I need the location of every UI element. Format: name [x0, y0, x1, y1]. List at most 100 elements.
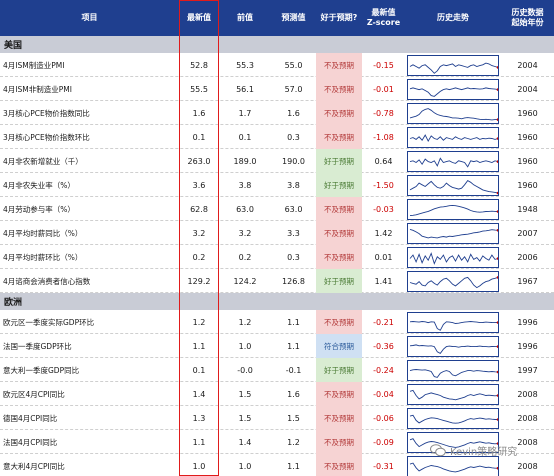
- cell-latest: 1.1: [192, 437, 206, 447]
- sparkline-chart: [407, 270, 499, 292]
- header-beat: 好于预期?: [320, 13, 358, 22]
- cell-name: 意大利一季度GDP同比: [3, 365, 80, 375]
- cell-z: -1.50: [373, 180, 394, 190]
- cell-z: 0.64: [374, 156, 393, 166]
- sparkline-line: [409, 179, 498, 193]
- sparkline-line: [409, 228, 498, 238]
- watermark: Kevin策略研究: [430, 443, 517, 458]
- sparkline-latest-point: [496, 191, 498, 194]
- cell-forecast: 0.3: [287, 252, 300, 262]
- sparkline-line: [409, 133, 498, 142]
- header-history: 历史走势: [437, 13, 469, 22]
- cell-judge: 不及预期: [316, 430, 362, 454]
- header-forecast: 预测值: [281, 13, 306, 22]
- sparkline-chart: [407, 246, 499, 268]
- sparkline-latest-point: [496, 87, 498, 91]
- sparkline-line: [409, 462, 498, 472]
- cell-z: -0.03: [373, 204, 394, 214]
- table-row: 4月谘商会消费者信心指数 129.2 124.2 126.8 好于预期 1.41 1967: [0, 269, 554, 293]
- sparkline-latest-point: [496, 417, 498, 421]
- cell-latest: 1.0: [192, 461, 206, 471]
- table-row: 3月核心PCE物价指数环比 0.1 0.1 0.3 不及预期 -1.08 1960: [0, 125, 554, 149]
- cell-forecast: 0.3: [287, 132, 300, 142]
- cell-judge: 不及预期: [316, 53, 362, 77]
- cell-judge: 好于预期: [316, 149, 362, 173]
- sparkline-line: [409, 343, 498, 354]
- cell-latest: 263.0: [187, 156, 211, 166]
- cell-previous: 56.1: [236, 84, 254, 94]
- cell-z: -0.15: [373, 60, 394, 70]
- cell-previous: 1.2: [238, 317, 252, 327]
- cell-since: 1997: [517, 365, 538, 375]
- cell-z: -1.08: [373, 132, 394, 142]
- sparkline-chart: [407, 311, 499, 333]
- cell-name: 3月核心PCE物价指数环比: [3, 132, 90, 142]
- sparkline-chart: [407, 383, 499, 405]
- cell-z: -0.09: [373, 437, 394, 447]
- sparkline-chart: [407, 78, 499, 100]
- sparkline-latest-point: [496, 370, 498, 373]
- cell-previous: 3.8: [238, 180, 252, 190]
- history-sparkline: [405, 430, 501, 454]
- sparkline-line: [409, 320, 498, 331]
- sparkline-latest-point: [496, 393, 498, 397]
- sparkline-chart: [407, 54, 499, 76]
- cell-previous: 3.2: [238, 228, 252, 238]
- cell-name: 4月谘商会消费者信心指数: [3, 276, 91, 286]
- cell-judge: 不及预期: [316, 101, 362, 125]
- cell-latest: 1.3: [192, 413, 206, 423]
- cell-judge: 符合预期: [316, 334, 362, 358]
- cell-latest: 3.6: [192, 180, 206, 190]
- sparkline-chart: [407, 359, 499, 381]
- table-row: 4月平均时薪环比（%） 0.2 0.2 0.3 不及预期 0.01 2006: [0, 245, 554, 269]
- table-row: 4月非农失业率（%） 3.6 3.8 3.8 好于预期 -1.50 1960: [0, 173, 554, 197]
- cell-since: 2006: [517, 252, 538, 262]
- cell-name: 法国4月CPI同比: [3, 437, 58, 447]
- sparkline-latest-point: [496, 320, 498, 324]
- cell-since: 2008: [517, 437, 538, 447]
- cell-previous: 1.4: [238, 437, 252, 447]
- table-row: 4月平均时薪同比（%） 3.2 3.2 3.3 不及预期 1.42 2007: [0, 221, 554, 245]
- sparkline-line: [409, 276, 498, 288]
- cell-name: 3月核心PCE物价指数同比: [3, 108, 90, 118]
- cell-z: -0.36: [373, 341, 394, 351]
- cell-forecast: 1.2: [287, 437, 300, 447]
- cell-name: 4月ISM制造业PMI: [3, 60, 65, 70]
- cell-since: 1960: [517, 108, 538, 118]
- cell-latest: 0.1: [192, 132, 206, 142]
- cell-judge: 好于预期: [316, 173, 362, 197]
- cell-name: 欧元区4月CPI同比: [3, 389, 65, 399]
- sparkline-chart: [407, 335, 499, 357]
- cell-z: 1.42: [374, 228, 393, 238]
- cell-z: -0.31: [373, 461, 394, 471]
- sparkline-latest-point: [496, 136, 498, 140]
- history-sparkline: [405, 221, 501, 245]
- sparkline-latest-point: [496, 117, 498, 121]
- cell-z: -0.21: [373, 317, 394, 327]
- cell-latest: 52.8: [190, 60, 208, 70]
- sparkline-chart: [407, 102, 499, 124]
- sparkline-line: [409, 251, 498, 265]
- cell-judge: 不及预期: [316, 197, 362, 221]
- history-sparkline: [405, 358, 501, 382]
- sparkline-latest-point: [496, 159, 498, 163]
- header-zscore: 最新值 Z-score: [366, 8, 401, 27]
- cell-previous: 0.1: [238, 132, 252, 142]
- cell-since: 2004: [517, 84, 538, 94]
- sparkline-latest-point: [496, 256, 498, 260]
- history-sparkline: [405, 310, 501, 334]
- table-row: 4月ISM非制造业PMI 55.5 56.1 57.0 不及预期 -0.01 2004: [0, 77, 554, 101]
- cell-forecast: 1.6: [287, 108, 300, 118]
- cell-judge: 不及预期: [316, 382, 362, 406]
- cell-previous: -0.0: [237, 365, 253, 375]
- table-row: 法国一季度GDP环比 1.1 1.0 1.1 符合预期 -0.36 1996: [0, 334, 554, 358]
- cell-previous: 1.0: [238, 341, 252, 351]
- wechat-icon: [430, 444, 446, 457]
- table-row: 欧元区4月CPI同比 1.4 1.5 1.6 不及预期 -0.04 2008: [0, 382, 554, 406]
- cell-previous: 124.2: [233, 276, 257, 286]
- cell-z: 1.41: [374, 276, 393, 286]
- cell-name: 4月非农失业率（%）: [3, 180, 75, 190]
- history-sparkline: [405, 125, 501, 149]
- cell-judge: 不及预期: [316, 125, 362, 149]
- cell-forecast: 1.6: [287, 389, 300, 399]
